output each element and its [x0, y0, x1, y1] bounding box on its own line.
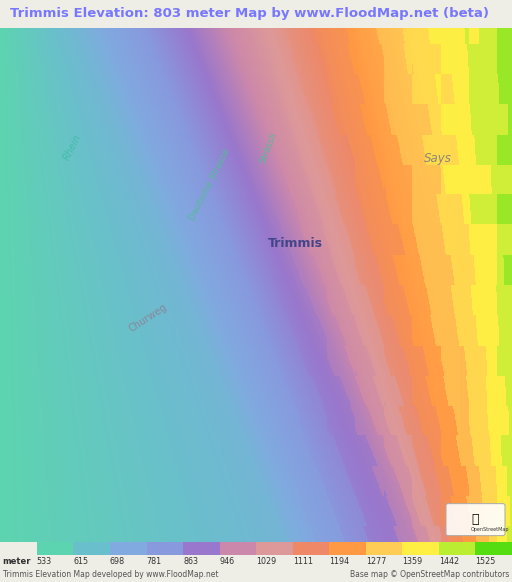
Bar — [293, 542, 329, 555]
Bar — [329, 542, 366, 555]
Bar — [439, 542, 476, 555]
Bar — [402, 542, 439, 555]
Text: 1277: 1277 — [366, 558, 386, 566]
Text: Churweg: Churweg — [127, 302, 169, 334]
Bar — [183, 542, 220, 555]
Bar — [73, 542, 110, 555]
Bar — [37, 542, 73, 555]
Text: Base map © OpenStreetMap contributors: Base map © OpenStreetMap contributors — [350, 570, 509, 579]
Bar — [146, 542, 183, 555]
Text: 🔍: 🔍 — [471, 513, 479, 526]
Text: Trimmis Elevation: 803 meter Map by www.FloodMap.net (beta): Trimmis Elevation: 803 meter Map by www.… — [10, 8, 489, 20]
Bar — [366, 542, 402, 555]
Text: OpenStreetMap: OpenStreetMap — [471, 527, 509, 532]
Text: 1111: 1111 — [293, 558, 313, 566]
Text: 1029: 1029 — [256, 558, 276, 566]
Bar — [256, 542, 293, 555]
Text: 1525: 1525 — [476, 558, 496, 566]
Bar — [110, 542, 146, 555]
Text: Strässli: Strässli — [258, 130, 279, 165]
Text: 1442: 1442 — [439, 558, 459, 566]
Text: 1194: 1194 — [329, 558, 349, 566]
Bar — [476, 542, 512, 555]
Text: 863: 863 — [183, 558, 198, 566]
Text: 1359: 1359 — [402, 558, 422, 566]
Text: Says: Says — [424, 151, 452, 165]
Bar — [220, 542, 256, 555]
FancyBboxPatch shape — [446, 503, 505, 535]
Text: Trimmis Elevation Map developed by www.FloodMap.net: Trimmis Elevation Map developed by www.F… — [3, 570, 218, 579]
Text: 615: 615 — [73, 558, 89, 566]
Text: meter: meter — [3, 558, 31, 566]
Text: Trimmis: Trimmis — [267, 237, 323, 250]
Text: 698: 698 — [110, 558, 125, 566]
Text: 946: 946 — [220, 558, 234, 566]
Text: 533: 533 — [37, 558, 52, 566]
Text: Deutsche Strasse: Deutsche Strasse — [188, 147, 232, 222]
Text: 781: 781 — [146, 558, 162, 566]
Text: Rhein: Rhein — [61, 133, 83, 162]
